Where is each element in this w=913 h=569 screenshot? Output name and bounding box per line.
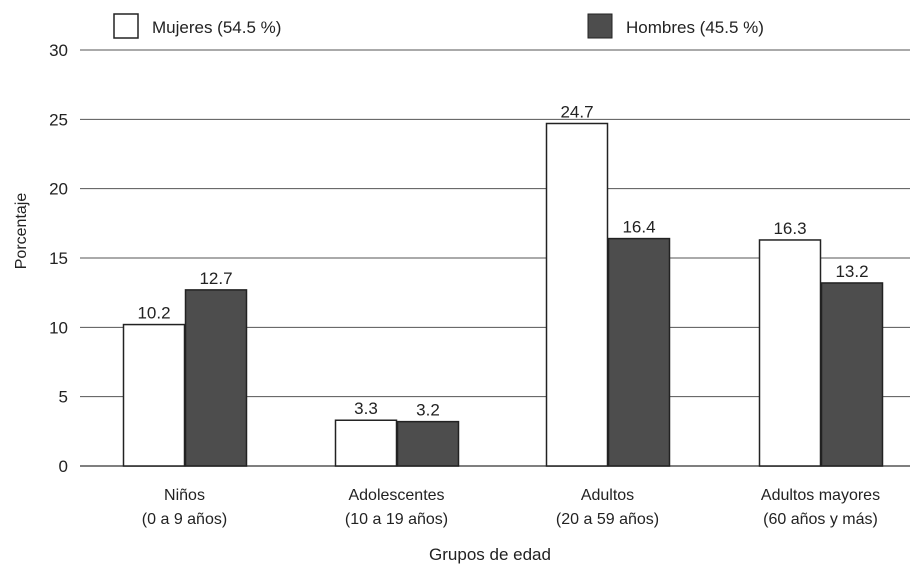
x-tick-label: Adultos (20 a 59 años) [556,487,659,528]
y-tick-label: 30 [49,41,68,60]
y-tick-label: 15 [49,249,68,268]
bar-value-label: 3.2 [416,401,440,420]
bar-hombres [607,237,671,467]
legend-label-mujeres: Mujeres (54.5 %) [152,18,281,37]
legend-label-hombres: Hombres (45.5 %) [626,18,764,37]
bar-hombres [820,282,884,467]
bar-value-label: 3.3 [354,399,378,418]
x-tick-label: Adolescentes (10 a 19 años) [345,487,448,528]
y-tick-label: 20 [49,180,68,199]
bar-value-label: 13.2 [835,262,868,281]
bar-value-label: 16.4 [622,218,655,237]
bar-value-label: 16.3 [773,219,806,238]
bar-mujeres [545,122,609,467]
bar-value-label: 24.7 [560,102,593,121]
bar-mujeres [758,239,822,467]
bar-value-label: 12.7 [199,269,232,288]
y-tick-label: 25 [49,110,68,129]
bar-hombres [396,420,460,467]
y-tick-label: 0 [59,457,68,476]
x-tick-label: Niños (0 a 9 años) [142,487,227,528]
x-axis-label: Grupos de edad [429,545,551,564]
x-axis-ticks: Niños (0 a 9 años) Adolescentes (10 a 19 añ… [142,487,880,528]
bar-mujeres [334,419,398,467]
legend: Mujeres (54.5 %) Hombres (45.5 %) [113,13,764,39]
y-tick-label: 5 [59,388,68,407]
x-tick-label: Adultos mayores (60 años y más) [761,487,880,528]
y-axis-ticks: 0 5 10 15 20 25 30 [49,41,68,476]
bar-value-label: 10.2 [137,304,170,323]
y-tick-label: 10 [49,318,68,337]
bar-mujeres [122,323,186,467]
legend-swatch-hombres [587,13,613,39]
bar-hombres [184,289,248,467]
bars [122,122,884,467]
bar-value-labels: 10.2 12.7 3.3 3.2 24.7 16.4 16.3 13.2 [137,102,868,419]
y-axis-label: Porcentaje [13,193,30,270]
legend-swatch-mujeres [113,13,139,39]
